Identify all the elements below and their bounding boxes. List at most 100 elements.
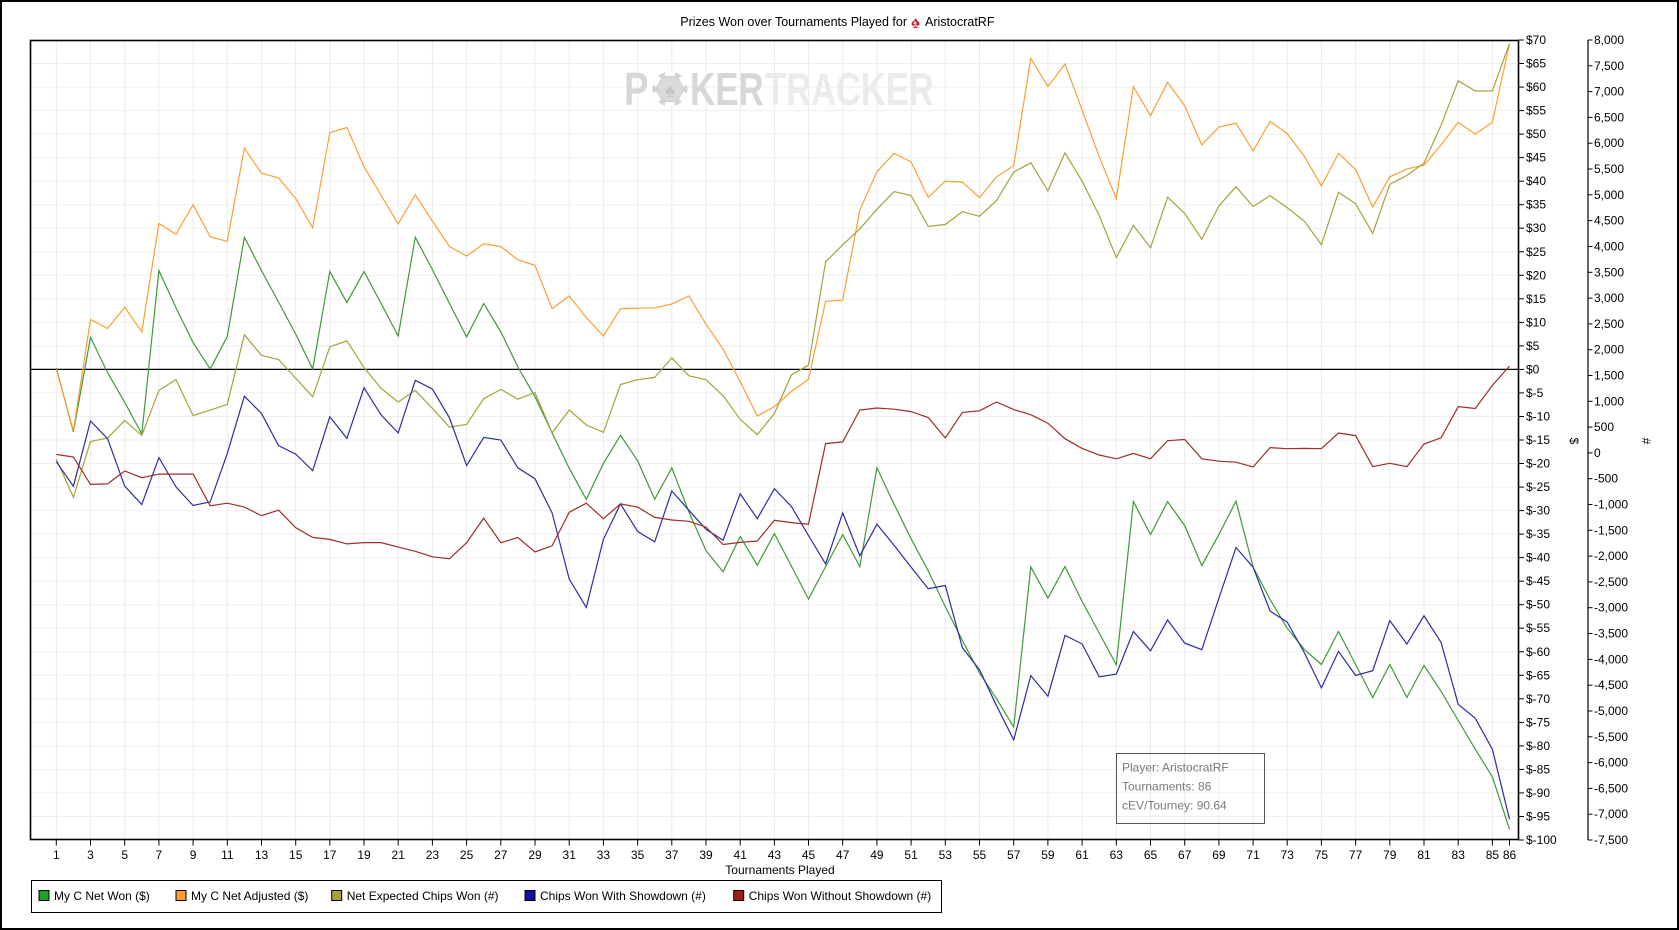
svg-text:Chips Won With Showdown (#): Chips Won With Showdown (#): [540, 889, 706, 903]
svg-text:-1,500: -1,500: [1594, 523, 1628, 537]
svg-text:3: 3: [87, 848, 94, 862]
svg-text:-2,500: -2,500: [1594, 575, 1628, 589]
svg-text:$: $: [1567, 438, 1581, 445]
svg-text:7: 7: [156, 848, 163, 862]
svg-text:31: 31: [563, 848, 577, 862]
svg-text:6,500: 6,500: [1594, 110, 1624, 124]
svg-text:-500: -500: [1594, 472, 1618, 486]
svg-text:69: 69: [1212, 848, 1226, 862]
svg-text:$-100: $-100: [1526, 833, 1557, 847]
svg-text:8,000: 8,000: [1594, 33, 1624, 47]
svg-text:51: 51: [904, 848, 918, 862]
svg-text:TRACKER: TRACKER: [765, 63, 934, 115]
svg-text:3,500: 3,500: [1594, 265, 1624, 279]
svg-text:35: 35: [631, 848, 645, 862]
svg-text:15: 15: [289, 848, 303, 862]
svg-text:$55: $55: [1526, 104, 1546, 118]
svg-text:$-65: $-65: [1526, 668, 1550, 682]
svg-text:3,000: 3,000: [1594, 291, 1624, 305]
svg-text:49: 49: [870, 848, 884, 862]
svg-text:My C Net Adjusted ($): My C Net Adjusted ($): [191, 889, 308, 903]
svg-text:Net Expected Chips Won (#): Net Expected Chips Won (#): [347, 889, 499, 903]
svg-text:13: 13: [255, 848, 269, 862]
svg-text:19: 19: [357, 848, 371, 862]
svg-text:Prizes Won over Tournaments Pl: Prizes Won over Tournaments Played for: [680, 15, 907, 29]
svg-text:$-70: $-70: [1526, 692, 1550, 706]
svg-text:5: 5: [121, 848, 128, 862]
svg-text:77: 77: [1349, 848, 1363, 862]
svg-text:$25: $25: [1526, 245, 1546, 259]
svg-text:$-85: $-85: [1526, 762, 1550, 776]
svg-text:$-80: $-80: [1526, 739, 1550, 753]
svg-text:-7,500: -7,500: [1594, 833, 1628, 847]
svg-text:71: 71: [1246, 848, 1260, 862]
svg-text:$50: $50: [1526, 127, 1546, 141]
svg-text:5,000: 5,000: [1594, 188, 1624, 202]
svg-text:23: 23: [426, 848, 440, 862]
svg-text:$0: $0: [1526, 362, 1540, 376]
svg-text:9: 9: [190, 848, 197, 862]
svg-text:63: 63: [1110, 848, 1124, 862]
svg-text:-6,000: -6,000: [1594, 756, 1628, 770]
svg-text:$-5: $-5: [1526, 386, 1544, 400]
svg-text:$-40: $-40: [1526, 551, 1550, 565]
svg-text:4,500: 4,500: [1594, 214, 1624, 228]
svg-text:37: 37: [665, 848, 679, 862]
svg-text:♠: ♠: [665, 80, 676, 102]
svg-text:$30: $30: [1526, 221, 1546, 235]
svg-text:79: 79: [1383, 848, 1397, 862]
svg-text:0: 0: [1594, 446, 1601, 460]
svg-text:-7,000: -7,000: [1594, 807, 1628, 821]
svg-text:$-75: $-75: [1526, 715, 1550, 729]
svg-text:65: 65: [1144, 848, 1158, 862]
svg-text:-3,000: -3,000: [1594, 601, 1628, 615]
svg-text:$10: $10: [1526, 315, 1546, 329]
svg-text:$-50: $-50: [1526, 598, 1550, 612]
svg-text:47: 47: [836, 848, 850, 862]
svg-text:500: 500: [1594, 420, 1614, 434]
svg-text:27: 27: [494, 848, 508, 862]
svg-text:$-15: $-15: [1526, 433, 1550, 447]
svg-text:$-95: $-95: [1526, 810, 1550, 824]
svg-text:Player: AristocratRF: Player: AristocratRF: [1122, 761, 1229, 775]
svg-text:53: 53: [939, 848, 953, 862]
svg-text:-1,000: -1,000: [1594, 498, 1628, 512]
svg-text:7,000: 7,000: [1594, 85, 1624, 99]
svg-text:1,500: 1,500: [1594, 369, 1624, 383]
svg-text:-5,000: -5,000: [1594, 704, 1628, 718]
svg-text:5,500: 5,500: [1594, 162, 1624, 176]
svg-text:$40: $40: [1526, 174, 1546, 188]
svg-text:45: 45: [802, 848, 816, 862]
svg-text:$-45: $-45: [1526, 574, 1550, 588]
svg-text:33: 33: [597, 848, 611, 862]
svg-text:Tournaments: 86: Tournaments: 86: [1122, 780, 1212, 794]
svg-text:$-25: $-25: [1526, 480, 1550, 494]
svg-text:61: 61: [1075, 848, 1089, 862]
svg-text:73: 73: [1281, 848, 1295, 862]
svg-text:-5,500: -5,500: [1594, 730, 1628, 744]
svg-text:81: 81: [1417, 848, 1431, 862]
svg-text:$-55: $-55: [1526, 621, 1550, 635]
svg-text:86: 86: [1503, 848, 1517, 862]
svg-text:29: 29: [528, 848, 542, 862]
svg-text:-3,500: -3,500: [1594, 627, 1628, 641]
svg-text:$60: $60: [1526, 80, 1546, 94]
svg-text:$-60: $-60: [1526, 645, 1550, 659]
svg-text:$5: $5: [1526, 339, 1540, 353]
svg-text:85: 85: [1486, 848, 1500, 862]
svg-text:$-90: $-90: [1526, 786, 1550, 800]
svg-text:59: 59: [1041, 848, 1055, 862]
svg-text:67: 67: [1178, 848, 1192, 862]
svg-text:$-10: $-10: [1526, 410, 1550, 424]
svg-text:6,000: 6,000: [1594, 136, 1624, 150]
svg-text:75: 75: [1315, 848, 1329, 862]
svg-text:17: 17: [323, 848, 337, 862]
svg-text:1: 1: [53, 848, 60, 862]
svg-text:41: 41: [734, 848, 748, 862]
svg-text:21: 21: [392, 848, 406, 862]
svg-text:1,000: 1,000: [1594, 394, 1624, 408]
svg-text:Tournaments Played: Tournaments Played: [725, 863, 834, 877]
svg-text:$45: $45: [1526, 151, 1546, 165]
svg-text:$-20: $-20: [1526, 457, 1550, 471]
svg-text:cEV/Tourney: 90.64: cEV/Tourney: 90.64: [1122, 799, 1227, 813]
